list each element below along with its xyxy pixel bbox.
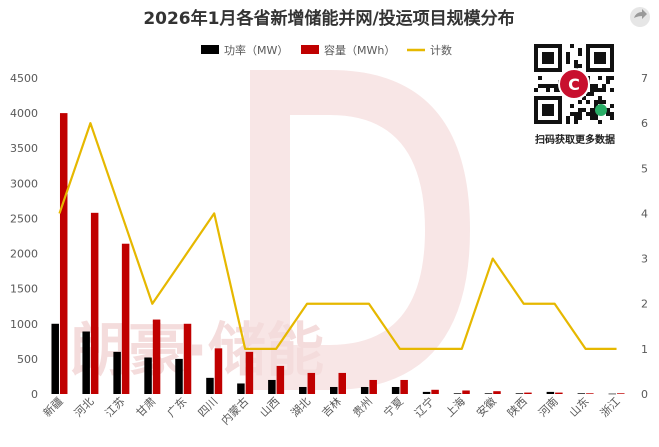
count-line-series xyxy=(58,122,617,350)
x-tick-label: 宁夏 xyxy=(381,394,406,419)
power-bar xyxy=(206,377,214,394)
capacity-bar xyxy=(493,391,501,394)
capacity-bar xyxy=(307,372,316,394)
power-bar xyxy=(546,391,555,394)
power-bar xyxy=(391,386,400,394)
x-tick-label: 甘肃 xyxy=(134,395,159,420)
x-tick-label: 四川 xyxy=(196,395,221,420)
count-line xyxy=(58,122,617,350)
legend-swatch xyxy=(201,45,219,54)
x-tick-label: 新疆 xyxy=(40,394,65,419)
capacity-bar xyxy=(90,212,99,394)
y-axis-right: 0 1 2 3 4 5 6 7 xyxy=(641,72,648,401)
capacity-bar xyxy=(121,243,130,394)
capacity-bar xyxy=(338,372,346,394)
chart-title: 2026年1月各省新增储能并网/投运项目规模分布 xyxy=(143,8,514,29)
y-left-tick-label: 4000 xyxy=(10,107,38,120)
capacity-bar xyxy=(59,113,68,394)
qr-caption: 扫码获取更多数据 xyxy=(535,133,615,146)
power-bar xyxy=(360,386,369,394)
y-left-tick-label: 0 xyxy=(31,388,38,401)
y-left-tick-label: 4500 xyxy=(10,72,38,85)
x-tick-label: 山东 xyxy=(567,395,592,420)
x-tick-label: 浙江 xyxy=(598,395,623,420)
y-right-tick-label: 1 xyxy=(641,343,648,356)
y-right-tick-label: 3 xyxy=(641,253,648,266)
legend-label: 容量（MWh） xyxy=(324,43,395,57)
x-tick-label: 山西 xyxy=(257,395,282,420)
legend-swatch xyxy=(301,45,319,54)
legend: 功率（MW） 容量（MWh） 计数 xyxy=(201,43,452,57)
bars xyxy=(51,113,625,395)
capacity-bar xyxy=(431,389,439,394)
y-right-tick-label: 2 xyxy=(641,298,648,311)
power-bar xyxy=(299,386,307,394)
capacity-bar xyxy=(245,351,254,394)
y-left-tick-label: 2000 xyxy=(10,248,38,261)
legend-label: 功率（MW） xyxy=(224,43,288,57)
qr-badge-letter: C xyxy=(568,75,580,94)
x-tick-label: 江苏 xyxy=(103,395,128,420)
watermark: 朗豪·储能 xyxy=(70,70,470,390)
x-tick-label: 湖北 xyxy=(288,395,313,420)
x-tick-label: 河南 xyxy=(536,395,561,420)
y-left-tick-label: 500 xyxy=(17,353,38,366)
y-left-tick-label: 1000 xyxy=(10,318,38,331)
power-bar xyxy=(484,393,493,394)
capacity-bar xyxy=(617,393,625,394)
legend-label: 计数 xyxy=(430,44,452,57)
wechat-mini-icon xyxy=(595,104,607,116)
y-right-tick-label: 6 xyxy=(641,117,648,130)
x-tick-label: 广东 xyxy=(165,395,190,420)
y-right-tick-label: 4 xyxy=(641,207,648,220)
y-right-tick-label: 0 xyxy=(641,388,648,401)
capacity-bar xyxy=(462,390,470,394)
power-bar xyxy=(422,391,431,394)
x-tick-label: 安徽 xyxy=(473,394,498,419)
capacity-bar xyxy=(586,393,594,394)
watermark-logo xyxy=(250,70,470,390)
y-left-tick-label: 2500 xyxy=(10,212,38,225)
capacity-bar xyxy=(214,348,223,394)
y-left-tick-label: 3000 xyxy=(10,177,38,190)
capacity-bar xyxy=(400,379,408,394)
x-tick-label: 陕西 xyxy=(504,394,529,419)
power-bar xyxy=(175,358,183,394)
power-bar xyxy=(113,351,121,394)
power-bar xyxy=(144,357,152,394)
power-bar xyxy=(577,393,586,394)
y-right-tick-label: 5 xyxy=(641,162,648,175)
x-tick-label: 贵州 xyxy=(350,395,375,420)
capacity-bar xyxy=(152,319,161,394)
power-bar xyxy=(608,393,617,395)
power-bar xyxy=(515,393,524,394)
share-icon[interactable] xyxy=(630,7,650,27)
x-tick-label: 吉林 xyxy=(319,394,344,419)
power-bar xyxy=(330,386,338,394)
x-tick-label: 辽宁 xyxy=(412,394,437,419)
capacity-bar xyxy=(524,392,532,394)
y-right-tick-label: 7 xyxy=(641,72,648,85)
x-tick-label: 河北 xyxy=(72,395,97,420)
x-tick-label: 上海 xyxy=(442,394,467,419)
power-bar xyxy=(82,331,90,394)
y-left-tick-label: 1500 xyxy=(10,283,38,296)
power-bar xyxy=(237,383,245,394)
capacity-bar xyxy=(369,379,377,394)
qr-code[interactable]: C xyxy=(532,42,616,126)
capacity-bar xyxy=(183,323,192,394)
capacity-bar xyxy=(555,392,563,394)
watermark-text: 朗豪·储能 xyxy=(70,316,324,384)
qr-badge-icon xyxy=(558,68,590,100)
capacity-bar xyxy=(276,365,285,394)
power-bar xyxy=(51,323,59,394)
y-left-tick-label: 3500 xyxy=(10,142,38,155)
power-bar xyxy=(453,393,462,394)
y-axis-left: 0 500 1000 1500 2000 2500 3000 3500 4000 4500 xyxy=(10,72,38,401)
power-bar xyxy=(268,379,276,394)
x-tick-label: 内蒙古 xyxy=(218,394,251,427)
